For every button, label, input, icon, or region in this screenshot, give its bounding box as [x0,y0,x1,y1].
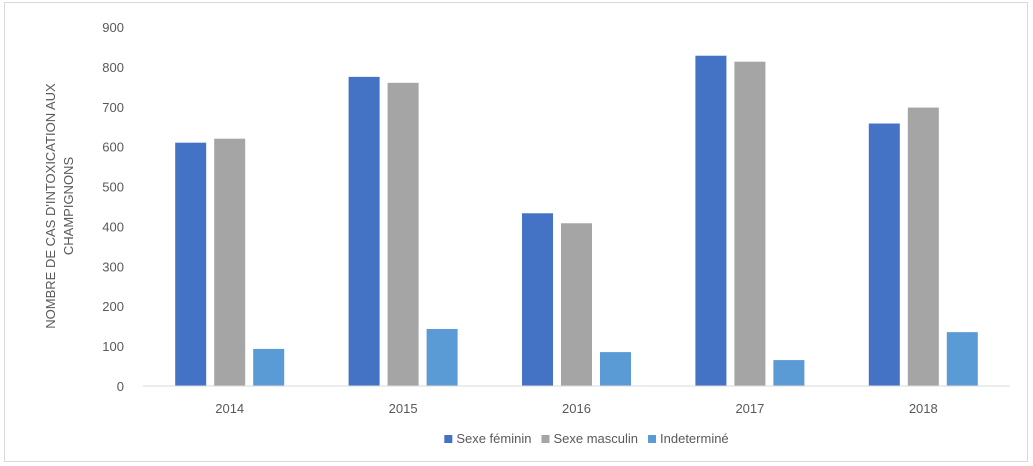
y-axis-title: NOMBRE DE CAS D'INTOXICATION AUX CHAMPIG… [43,83,76,329]
bar [695,55,727,386]
legend-label: Sexe masculin [553,431,638,446]
x-tick-label: 2017 [735,401,764,416]
y-tick-label: 500 [102,180,124,195]
bar [426,328,458,386]
bar [868,123,900,386]
bar [946,332,978,386]
legend-label: Sexe féminin [456,431,531,446]
bar [253,348,285,386]
x-axis-ticks: 2014 2015 2016 2017 2018 [215,401,938,416]
y-tick-label: 700 [102,100,124,115]
bar [387,82,419,386]
y-tick-label: 100 [102,339,124,354]
y-tick-label: 600 [102,140,124,155]
bar [561,223,592,386]
y-tick-label: 300 [102,259,124,274]
bar [348,76,380,386]
y-axis-title-line-1: NOMBRE DE CAS D'INTOXICATION AUX [43,83,58,329]
bar [773,360,805,386]
bar [522,213,553,386]
bars [175,55,978,386]
bar [907,107,939,386]
legend-item: Indeterminé [648,431,729,446]
legend-item: Sexe masculin [541,431,638,446]
bar [214,138,246,386]
y-axis-title-line-2: CHAMPIGNONS [61,157,76,256]
legend-item: Sexe féminin [444,431,531,446]
y-tick-label: 900 [102,20,124,35]
x-tick-label: 2014 [215,401,244,416]
legend-label: Indeterminé [660,431,729,446]
y-tick-label: 200 [102,299,124,314]
legend-swatch [541,435,550,443]
y-tick-label: 400 [102,219,124,234]
y-tick-label: 0 [117,379,124,394]
y-axis-ticks: 0 100 200 300 400 500 600 700 800 900 [102,20,124,394]
bar [175,142,207,386]
x-tick-label: 2015 [389,401,418,416]
x-tick-label: 2016 [562,401,591,416]
bar [734,61,766,386]
chart-frame [4,2,1028,462]
legend-swatch [648,435,657,443]
bar [600,352,631,386]
y-tick-label: 800 [102,60,124,75]
legend-swatch [444,435,453,443]
legend: Sexe féminin Sexe masculin Indeterminé [444,431,729,446]
x-tick-label: 2018 [909,401,938,416]
